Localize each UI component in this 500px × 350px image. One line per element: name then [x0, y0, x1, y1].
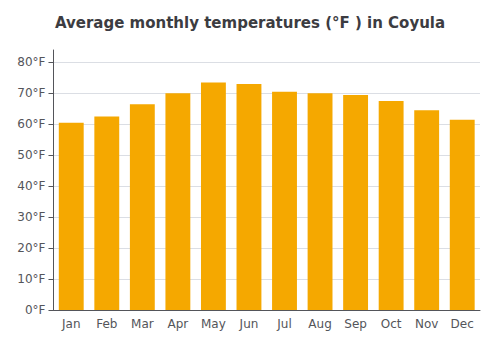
svg-text:60°F: 60°F [17, 117, 45, 131]
svg-text:80°F: 80°F [17, 55, 45, 69]
svg-text:Apr: Apr [167, 317, 188, 331]
svg-text:Oct: Oct [381, 317, 402, 331]
svg-text:30°F: 30°F [17, 210, 45, 224]
svg-text:Mar: Mar [131, 317, 154, 331]
svg-text:20°F: 20°F [17, 241, 45, 255]
svg-text:10°F: 10°F [17, 272, 45, 286]
svg-text:0°F: 0°F [25, 303, 46, 317]
svg-text:Jun: Jun [239, 317, 259, 331]
svg-text:40°F: 40°F [17, 179, 45, 193]
svg-text:Jul: Jul [276, 317, 291, 331]
svg-text:70°F: 70°F [17, 86, 45, 100]
svg-text:Aug: Aug [308, 317, 331, 331]
svg-text:Sep: Sep [344, 317, 367, 331]
svg-text:Dec: Dec [451, 317, 474, 331]
svg-text:Nov: Nov [415, 317, 438, 331]
svg-text:Average monthly temperatures (: Average monthly temperatures (°F ) in Co… [55, 14, 445, 32]
svg-text:Jan: Jan [61, 317, 81, 331]
svg-text:50°F: 50°F [17, 148, 45, 162]
svg-text:May: May [201, 317, 226, 331]
svg-text:Feb: Feb [96, 317, 117, 331]
